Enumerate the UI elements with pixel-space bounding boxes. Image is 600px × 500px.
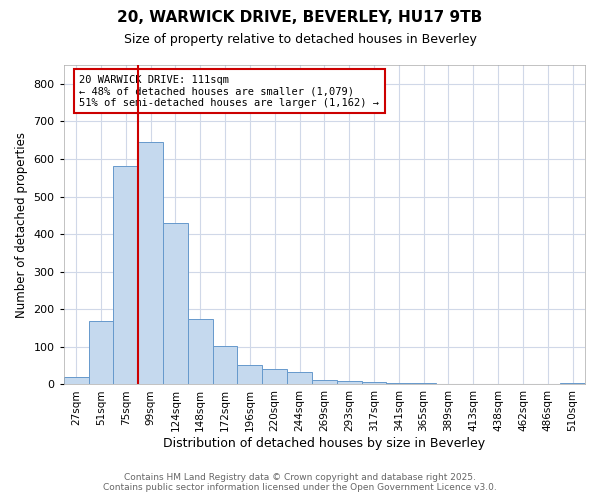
Bar [386,383,411,384]
Bar [262,370,287,384]
Bar [238,365,262,384]
Bar [312,380,337,384]
Text: Size of property relative to detached houses in Beverley: Size of property relative to detached ho… [124,32,476,46]
X-axis label: Distribution of detached houses by size in Beverley: Distribution of detached houses by size … [163,437,485,450]
Bar [212,346,238,385]
Bar [89,320,113,384]
Bar [163,223,188,384]
Bar [138,142,163,384]
Bar [337,382,362,384]
Bar [560,383,585,384]
Bar [362,382,386,384]
Y-axis label: Number of detached properties: Number of detached properties [15,132,28,318]
Bar [411,383,436,384]
Bar [113,166,138,384]
Bar [188,318,212,384]
Text: 20 WARWICK DRIVE: 111sqm
← 48% of detached houses are smaller (1,079)
51% of sem: 20 WARWICK DRIVE: 111sqm ← 48% of detach… [79,74,379,108]
Bar [64,377,89,384]
Text: Contains HM Land Registry data © Crown copyright and database right 2025.
Contai: Contains HM Land Registry data © Crown c… [103,473,497,492]
Text: 20, WARWICK DRIVE, BEVERLEY, HU17 9TB: 20, WARWICK DRIVE, BEVERLEY, HU17 9TB [118,10,482,25]
Bar [287,372,312,384]
